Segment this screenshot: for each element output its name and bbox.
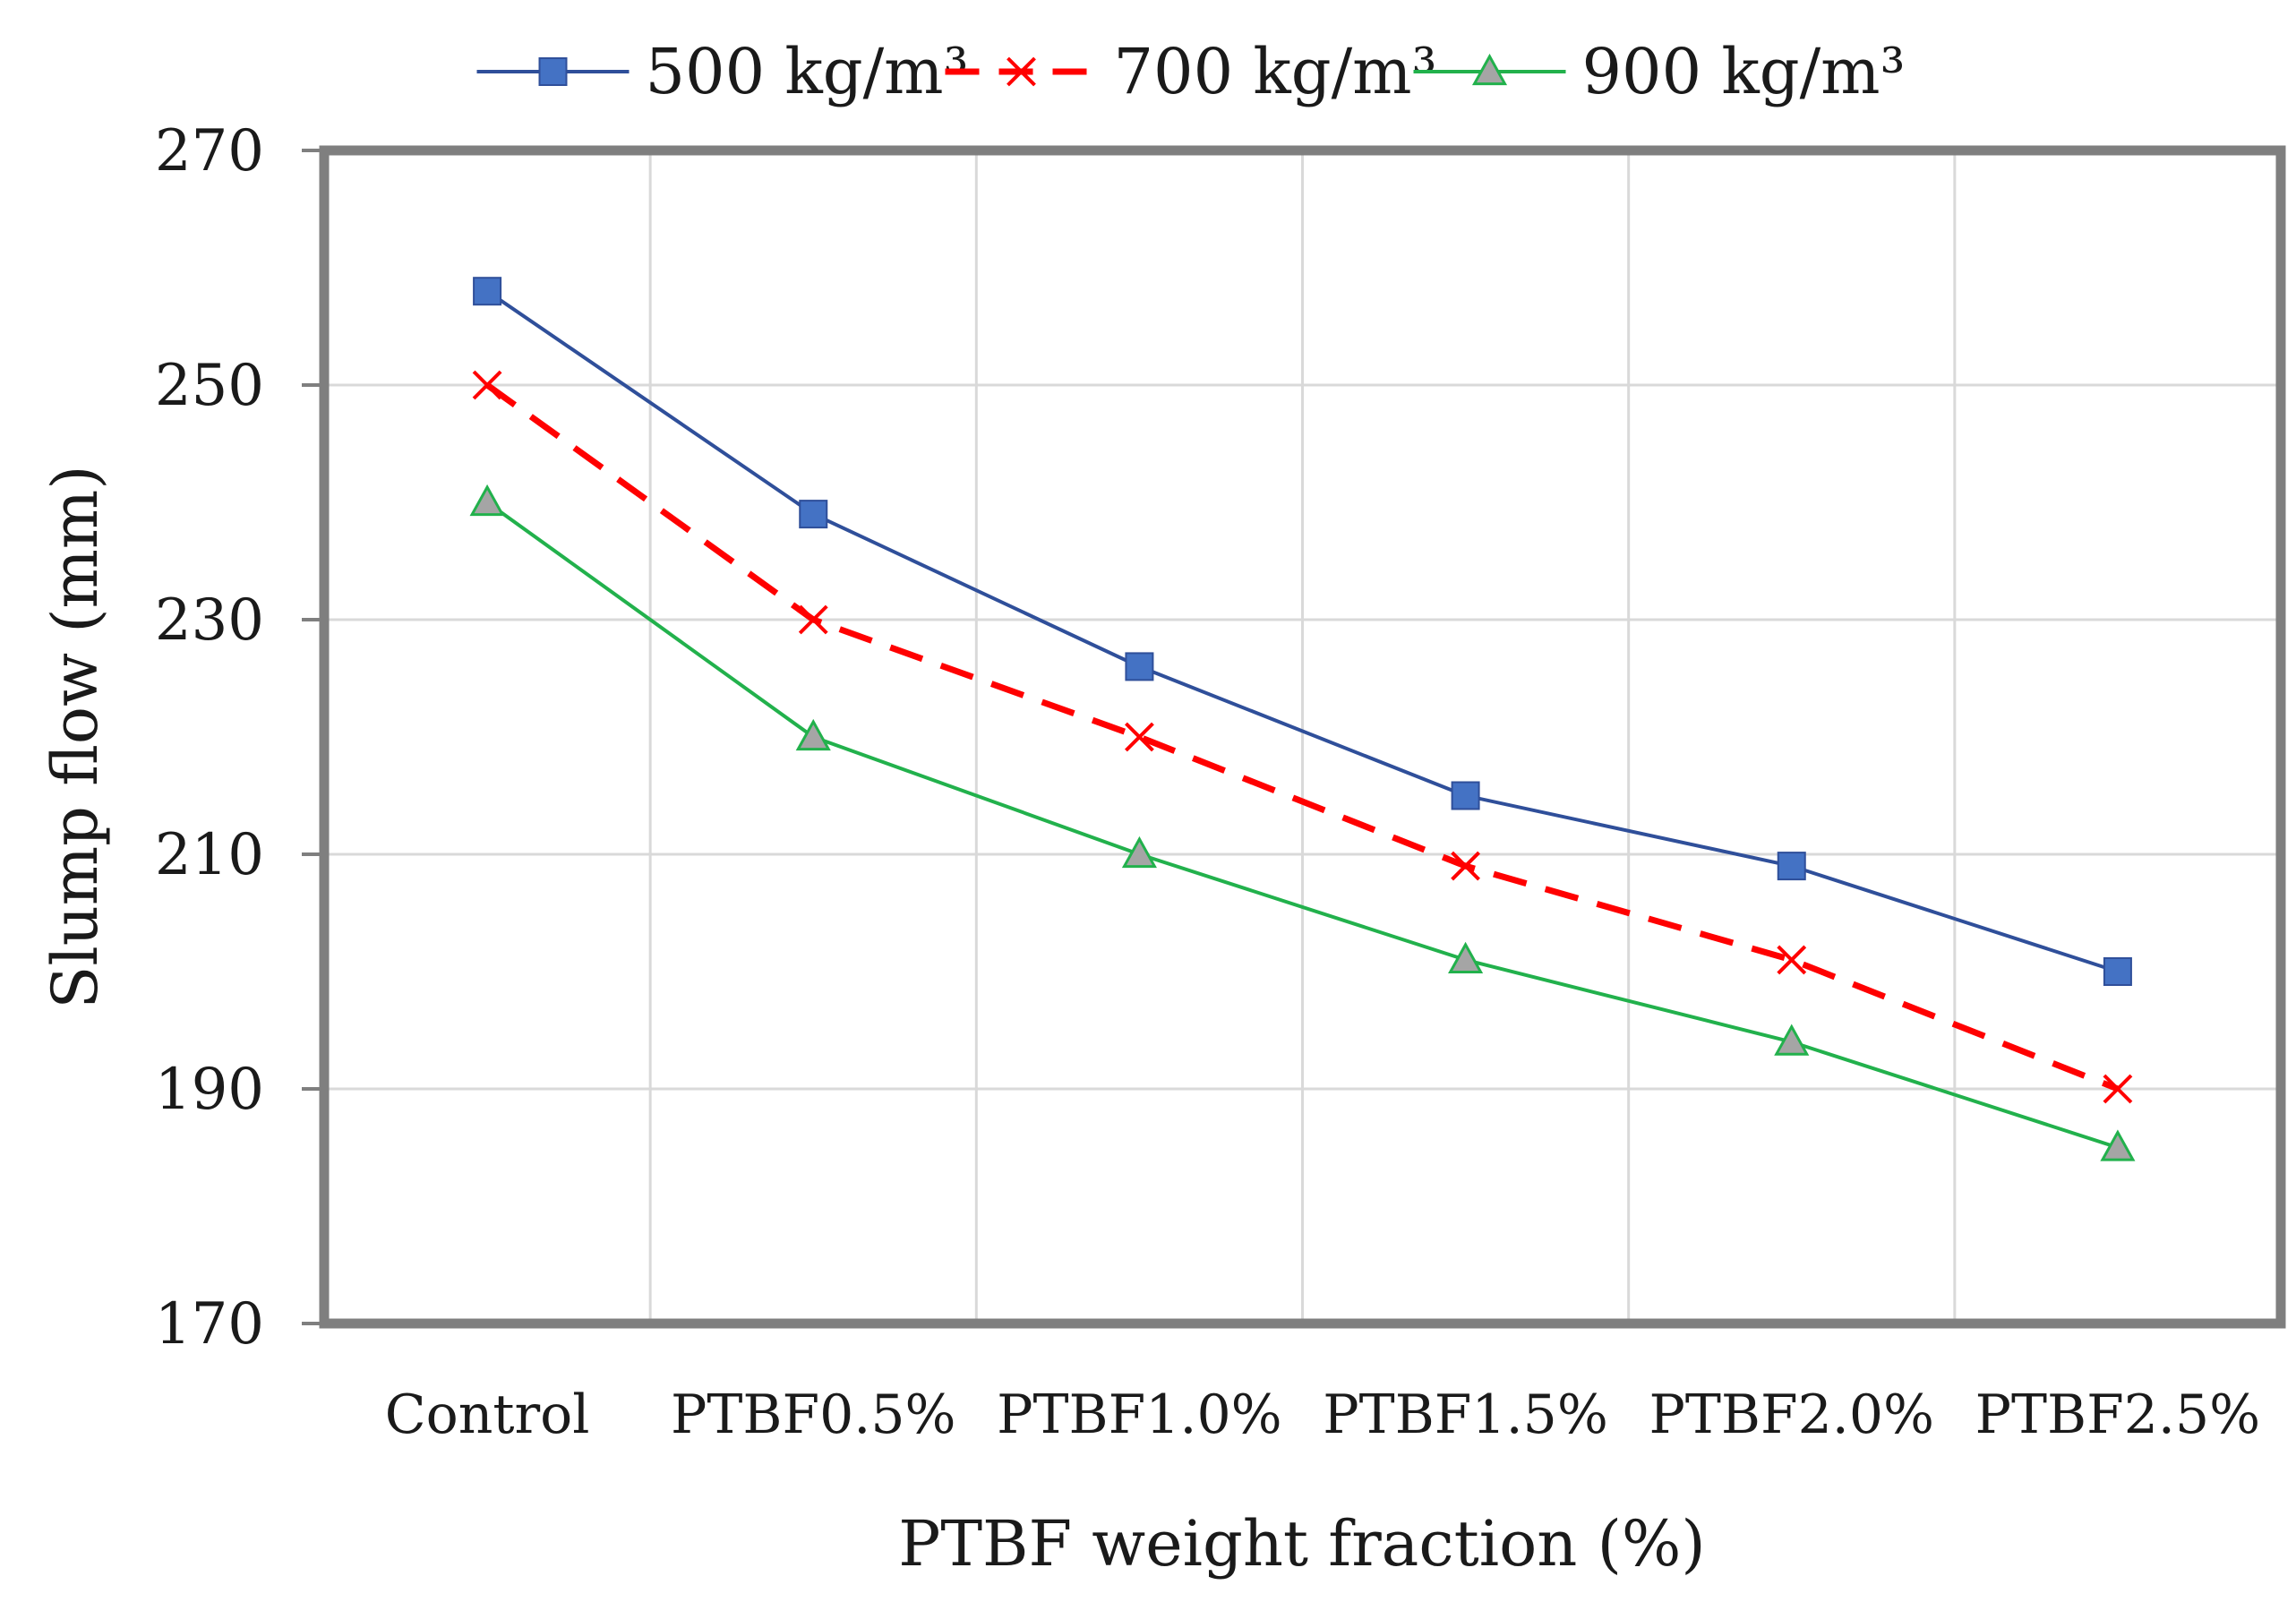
legend-marker xyxy=(1471,53,1508,86)
x-tick-label: Control xyxy=(385,1384,590,1446)
legend-label: 500 kg/m³ xyxy=(646,35,969,108)
legend-marker xyxy=(538,57,568,86)
plot-area-frame xyxy=(319,145,2286,1329)
data-point xyxy=(1125,722,1154,752)
data-point xyxy=(1451,781,1480,810)
data-point xyxy=(795,718,831,751)
series-1 xyxy=(473,277,2132,986)
y-tick-label: 170 xyxy=(155,1291,264,1358)
data-point xyxy=(1121,835,1157,869)
y-tick-label: 190 xyxy=(155,1057,264,1123)
y-tick-label: 210 xyxy=(155,822,264,888)
y-axis-title: Slump flow (mm) xyxy=(39,465,112,1008)
legend-item-1: 500 kg/m³ xyxy=(476,35,969,108)
legend-item-3: 900 kg/m³ xyxy=(1413,35,1906,108)
data-point xyxy=(1777,852,1806,881)
data-point xyxy=(798,604,828,635)
data-point xyxy=(1125,652,1154,681)
x-tick-label: PTBF2.5% xyxy=(1975,1384,2261,1446)
y-tick-label: 250 xyxy=(155,353,264,419)
data-point xyxy=(1451,851,1480,881)
x-tick-label: PTBF1.5% xyxy=(1323,1384,1608,1446)
series-2 xyxy=(472,370,2133,1104)
x-tick-label: PTBF2.0% xyxy=(1649,1384,1934,1446)
data-point xyxy=(469,484,505,517)
data-point xyxy=(2103,957,2132,986)
legend: 500 kg/m³ 700 kg/m³ 900 kg/m³ xyxy=(476,35,1906,108)
data-point xyxy=(473,277,502,306)
y-tick-label: 230 xyxy=(155,587,264,654)
x-axis-title: PTBF weight fraction (%) xyxy=(898,1507,1706,1581)
data-point xyxy=(2103,1074,2133,1104)
y-axis-ticks: 170 190 210 230 250 270 xyxy=(155,118,324,1358)
legend-marker xyxy=(1007,56,1036,87)
x-tick-label: PTBF1.0% xyxy=(997,1384,1282,1446)
data-point xyxy=(472,370,502,400)
data-point xyxy=(2100,1129,2136,1161)
data-point xyxy=(1448,941,1484,973)
legend-label: 700 kg/m³ xyxy=(1114,35,1437,108)
x-tick-label: PTBF0.5% xyxy=(671,1384,956,1446)
series-layer xyxy=(469,277,2136,1161)
series-3 xyxy=(469,484,2136,1161)
legend-item-2: 700 kg/m³ xyxy=(945,35,1437,108)
gridlines xyxy=(324,150,2281,1324)
series-line xyxy=(485,501,2119,1150)
data-point xyxy=(1774,1024,1810,1056)
data-point xyxy=(799,500,828,529)
series-line xyxy=(485,382,2120,1092)
data-point xyxy=(1777,945,1807,975)
y-tick-label: 270 xyxy=(155,118,264,184)
x-axis-ticks: Control PTBF0.5% PTBF1.0% PTBF1.5% PTBF2.0% P… xyxy=(385,1384,2260,1446)
series-line xyxy=(485,289,2119,973)
legend-label: 900 kg/m³ xyxy=(1582,35,1906,108)
